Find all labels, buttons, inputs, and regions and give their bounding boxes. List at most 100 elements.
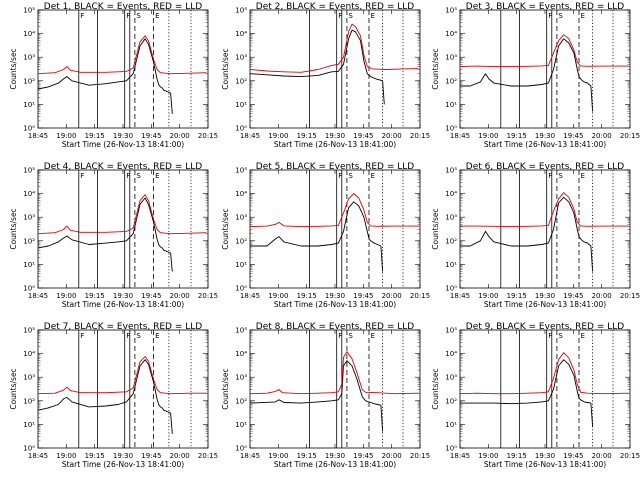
series-events-line — [460, 359, 594, 427]
x-tick-label: 19:15 — [85, 132, 105, 140]
y-tick-label: 10³ — [235, 374, 247, 382]
panel-title: Det 8, BLACK = Events, RED = LLD — [256, 322, 415, 332]
x-tick-label: 19:45 — [141, 452, 161, 460]
y-tick-label: 10⁴ — [445, 30, 457, 38]
x-tick-label: 19:00 — [56, 132, 76, 140]
y-tick-label: 10² — [235, 77, 247, 85]
x-tick-label: 19:45 — [563, 132, 583, 140]
time-marker-label: S — [136, 12, 141, 20]
x-tick-label: 19:15 — [507, 132, 527, 140]
y-tick-label: 10⁵ — [235, 167, 247, 175]
x-tick-label: 19:15 — [507, 452, 527, 460]
time-marker-label: S — [136, 332, 141, 340]
time-marker-label: F — [548, 12, 552, 20]
panel-det-8: 10⁰ 10¹ 10² 10³ 10⁴ 10⁵ 18:45 19:00 19:15 19:30 19… — [221, 322, 430, 469]
x-tick-label: 20:00 — [382, 452, 402, 460]
y-tick-label: 10⁵ — [235, 7, 247, 15]
x-axis-label: Start Time (26-Nov-13 18:41:00) — [484, 300, 606, 309]
x-tick-label: 19:00 — [268, 292, 288, 300]
series-lld-line — [249, 351, 419, 395]
series-events-line — [250, 201, 384, 272]
y-tick-label: 10⁴ — [23, 190, 35, 198]
x-axis-label: Start Time (26-Nov-13 18:41:00) — [274, 300, 396, 309]
y-tick-label: 10³ — [235, 214, 247, 222]
y-tick-label: 10² — [23, 397, 35, 405]
y-tick-label: 10³ — [235, 54, 247, 62]
series-events-line — [249, 29, 385, 105]
series-lld-line — [37, 356, 207, 395]
x-tick-label: 19:45 — [563, 292, 583, 300]
x-tick-label: 20:00 — [170, 292, 190, 300]
x-tick-label: 20:00 — [592, 132, 612, 140]
x-tick-label: 19:00 — [56, 292, 76, 300]
time-marker-label: E — [155, 172, 159, 180]
x-tick-label: 19:45 — [353, 292, 373, 300]
panel-det-4: 10⁰ 10¹ 10² 10³ 10⁴ 10⁵ 18:45 19:00 19:15 19:30 19… — [9, 162, 218, 309]
x-tick-label: 18:45 — [28, 292, 48, 300]
time-marker-label: F — [548, 332, 552, 340]
y-tick-label: 10⁰ — [235, 445, 247, 453]
y-tick-label: 10³ — [23, 374, 35, 382]
series-lld-line — [37, 194, 207, 235]
series-lld-line — [459, 352, 629, 395]
time-marker-label: S — [558, 332, 563, 340]
x-tick-label: 19:00 — [268, 452, 288, 460]
x-axis-label: Start Time (26-Nov-13 18:41:00) — [274, 140, 396, 149]
x-tick-label: 18:45 — [240, 292, 260, 300]
x-tick-label: 19:45 — [563, 452, 583, 460]
x-tick-label: 20:00 — [170, 452, 190, 460]
x-tick-label: 19:30 — [535, 292, 555, 300]
y-axis-label: Counts/sec — [431, 48, 440, 89]
x-tick-label: 19:30 — [113, 452, 133, 460]
panel-det-3: 10⁰ 10¹ 10² 10³ 10⁴ 10⁵ 18:45 19:00 19:15 19:30 19… — [431, 2, 640, 149]
y-tick-label: 10² — [445, 397, 457, 405]
time-marker-label: S — [348, 12, 353, 20]
time-marker-label: S — [348, 172, 353, 180]
x-axis-label: Start Time (26-Nov-13 18:41:00) — [484, 140, 606, 149]
y-tick-label: 10⁴ — [235, 350, 247, 358]
time-marker-label: E — [155, 332, 159, 340]
time-marker-label: E — [581, 12, 585, 20]
series-lld-line — [249, 23, 419, 73]
y-tick-label: 10³ — [23, 214, 35, 222]
y-tick-label: 10¹ — [23, 421, 35, 429]
y-tick-label: 10⁰ — [235, 285, 247, 293]
time-marker-label: F — [338, 172, 342, 180]
series-events-line — [460, 196, 594, 272]
panel-title: Det 3, BLACK = Events, RED = LLD — [466, 2, 625, 12]
y-tick-label: 10⁵ — [23, 167, 35, 175]
panel-title: Det 1, BLACK = Events, RED = LLD — [44, 2, 203, 12]
x-tick-label: 18:45 — [28, 452, 48, 460]
series-events-line — [37, 197, 173, 272]
y-tick-label: 10⁰ — [445, 445, 457, 453]
x-tick-label: 18:45 — [450, 292, 470, 300]
panel-det-5: 10⁰ 10¹ 10² 10³ 10⁴ 10⁵ 18:45 19:00 19:15 19:30 19… — [221, 162, 430, 309]
series-lld-line — [249, 193, 419, 228]
y-tick-label: 10⁵ — [445, 7, 457, 15]
y-tick-label: 10² — [23, 77, 35, 85]
x-tick-label: 19:30 — [113, 132, 133, 140]
y-tick-label: 10⁴ — [445, 350, 457, 358]
x-tick-label: 20:15 — [620, 132, 640, 140]
y-tick-label: 10⁵ — [23, 7, 35, 15]
x-tick-label: 19:30 — [113, 292, 133, 300]
x-axis-label: Start Time (26-Nov-13 18:41:00) — [274, 460, 396, 469]
y-axis-label: Counts/sec — [221, 48, 230, 89]
y-tick-label: 10⁵ — [23, 327, 35, 335]
x-tick-label: 19:00 — [268, 132, 288, 140]
x-tick-label: 19:45 — [353, 132, 373, 140]
time-marker-label: F — [126, 172, 130, 180]
y-tick-label: 10⁰ — [23, 125, 35, 133]
y-tick-label: 10² — [445, 77, 457, 85]
y-axis-label: Counts/sec — [9, 368, 18, 409]
x-tick-label: 20:15 — [410, 292, 430, 300]
y-tick-label: 10⁵ — [445, 167, 457, 175]
x-tick-label: 19:30 — [325, 292, 345, 300]
y-tick-label: 10² — [23, 237, 35, 245]
x-tick-label: 20:00 — [170, 132, 190, 140]
time-marker-label: E — [581, 172, 585, 180]
x-tick-label: 19:15 — [507, 292, 527, 300]
time-marker-label: E — [371, 12, 375, 20]
x-tick-label: 20:15 — [198, 132, 218, 140]
